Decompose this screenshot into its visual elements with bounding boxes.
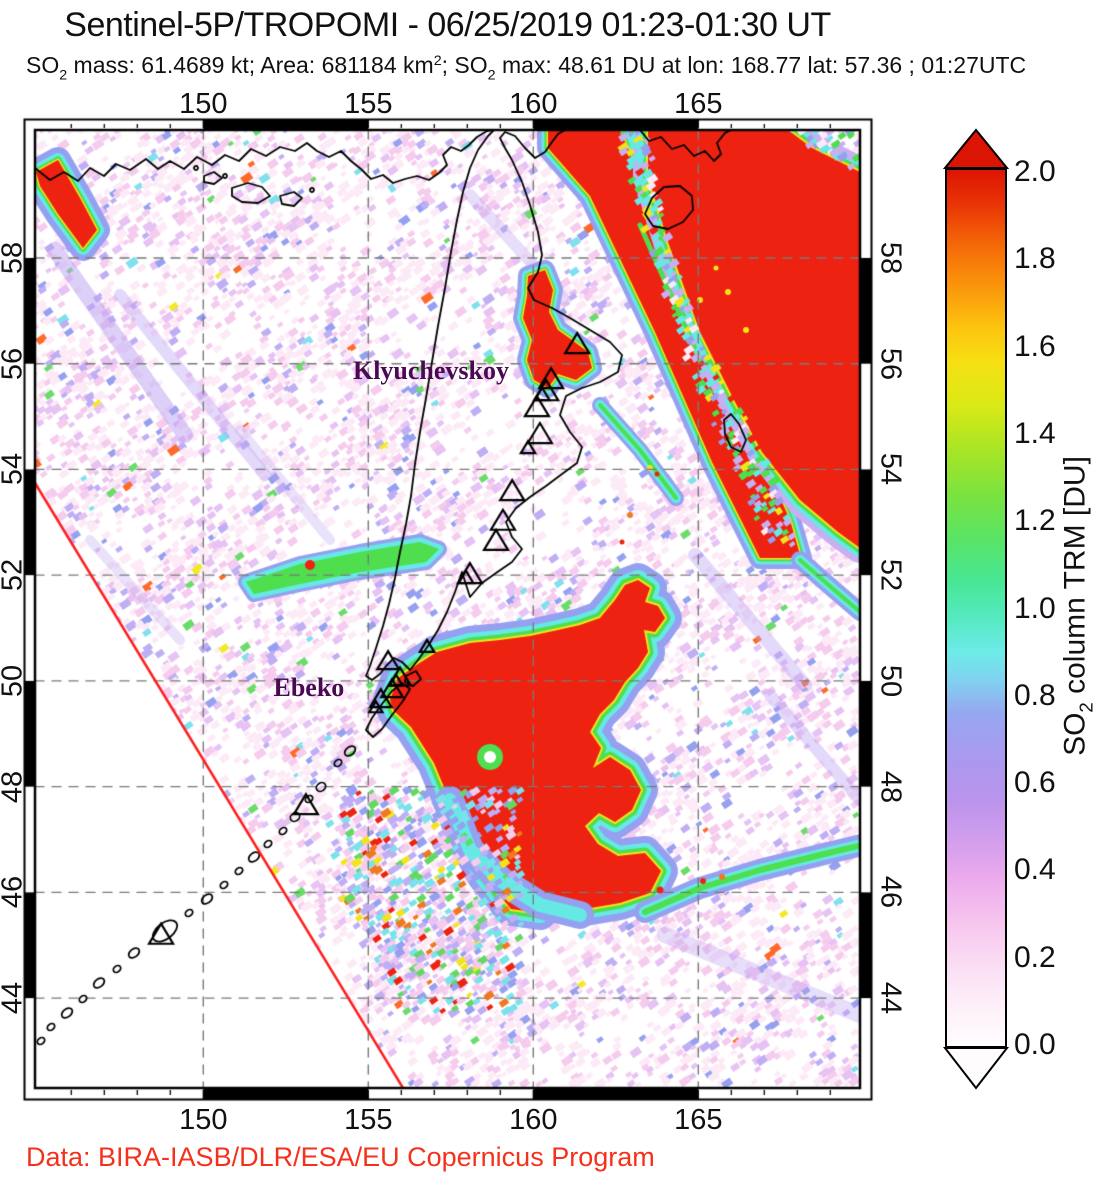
lon-tick-label-bottom: 155 [344, 1104, 393, 1136]
lon-tick-label-top: 155 [344, 88, 393, 120]
subtitle: SO2 mass: 61.4689 kt; Area: 681184 km2; … [26, 52, 1027, 84]
lat-tick-label-right: 58 [874, 241, 907, 275]
lat-tick-label-left: 58 [0, 241, 29, 275]
lat-tick-label-right: 52 [874, 559, 907, 592]
lat-tick-label-left: 54 [0, 453, 29, 486]
lat-tick-label-left: 48 [0, 770, 29, 803]
lon-tick-label-top: 150 [179, 88, 228, 120]
colorbar-tick-label: 1.2 [1014, 504, 1056, 538]
colorbar-tick-label: 1.4 [1014, 416, 1056, 450]
lon-tick-label-bottom: 165 [674, 1104, 723, 1136]
colorbar-top-arrow-icon [943, 128, 1009, 169]
colorbar-tick-label: 0.6 [1014, 766, 1056, 800]
lat-tick-label-left: 50 [0, 664, 29, 698]
colorbar-tick-label: 0.8 [1014, 678, 1056, 712]
colorbar-tick-label: 0.4 [1014, 853, 1056, 887]
lon-tick-label-bottom: 150 [179, 1104, 228, 1136]
page-title: Sentinel-5P/TROPOMI - 06/25/2019 01:23-0… [64, 6, 831, 44]
lat-tick-label-right: 50 [874, 664, 907, 698]
lat-tick-label-right: 44 [874, 981, 907, 1015]
lat-tick-label-right: 54 [874, 453, 907, 486]
lat-tick-label-left: 44 [0, 981, 29, 1015]
colorbar-tick-label: 0.0 [1014, 1028, 1056, 1061]
lon-tick-label-top: 165 [674, 88, 723, 120]
lon-tick-label-bottom: 160 [509, 1104, 558, 1136]
colorbar-tick-label: 1.0 [1014, 591, 1056, 625]
lat-tick-label-right: 56 [874, 347, 907, 380]
lat-tick-label-left: 56 [0, 347, 29, 380]
colorbar-bottom-arrow-icon [943, 1047, 1009, 1090]
credit-text: Data: BIRA-IASB/DLR/ESA/EU Copernicus Pr… [26, 1142, 655, 1172]
colorbar-tick-label: 0.2 [1014, 940, 1056, 974]
colorbar-title: SO2 column TRM [DU] [1058, 456, 1097, 756]
map-label-klyuchevskoy: Klyuchevskoy [352, 355, 510, 385]
lon-tick-label-top: 160 [509, 88, 558, 120]
colorbar-tick-label: 1.8 [1014, 242, 1056, 276]
lat-tick-label-left: 46 [0, 876, 29, 909]
lat-tick-label-right: 48 [874, 770, 907, 803]
colorbar-gradient [945, 168, 1007, 1048]
map-label-ebeko: Ebeko [273, 672, 345, 702]
colorbar-tick-label: 1.6 [1014, 329, 1056, 363]
lat-tick-label-left: 52 [0, 559, 29, 592]
colorbar-tick-label: 2.0 [1014, 155, 1056, 188]
lat-tick-label-right: 46 [874, 876, 907, 909]
